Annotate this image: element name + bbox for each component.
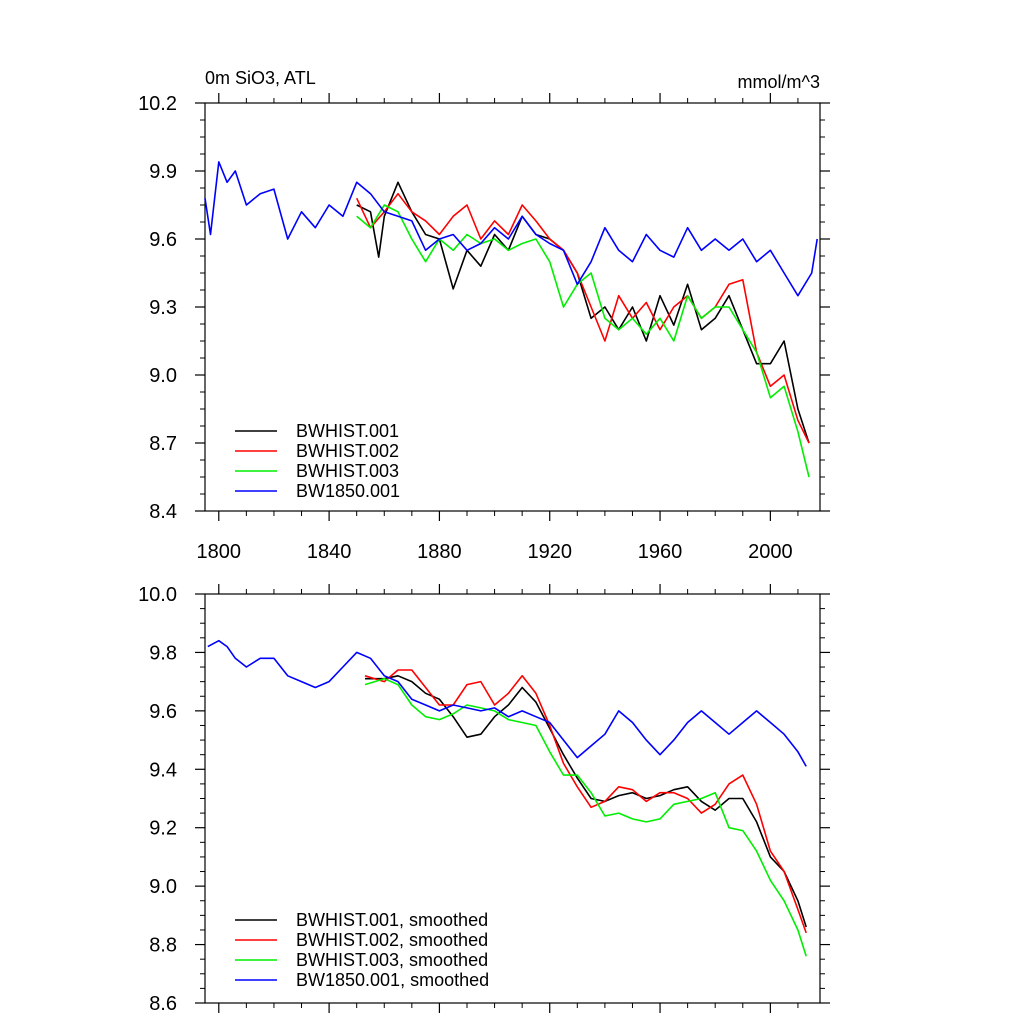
- y-tick-label: 10.0: [138, 584, 177, 606]
- x-tick-label: 2000: [748, 541, 793, 563]
- y-tick-label: 8.7: [149, 433, 177, 455]
- legend-label: BWHIST.001, smoothed: [296, 910, 488, 930]
- y-tick-label: 10.2: [138, 93, 177, 115]
- chart-panel-1: 0m SiO3, ATL mmol/m^3 8.4 8.7 9.0 9.3 9.6 9.9 10…: [138, 68, 830, 563]
- y-tick-label: 9.9: [149, 161, 177, 183]
- x-tick-label: 1880: [417, 541, 462, 563]
- legend-label: BWHIST.003: [296, 461, 399, 481]
- y-tick-label: 9.8: [149, 642, 177, 664]
- y-tick-label: 9.0: [149, 876, 177, 898]
- legend-label: BWHIST.001: [296, 421, 399, 441]
- chart-title: 0m SiO3, ATL: [205, 68, 316, 88]
- x-tick-label: 1840: [307, 541, 352, 563]
- y-tick-label: 9.4: [149, 759, 177, 781]
- series-line-3: [364, 677, 807, 957]
- legend-label: BW1850.001, smoothed: [296, 970, 489, 990]
- y-tick-label: 8.8: [149, 935, 177, 957]
- legend-label: BWHIST.002: [296, 441, 399, 461]
- y-tick-label: 8.6: [149, 993, 177, 1015]
- legend-label: BW1850.001: [296, 481, 400, 501]
- y-tick-label: 9.0: [149, 365, 177, 387]
- series-line-2: [355, 192, 810, 444]
- legend-label: BWHIST.002, smoothed: [296, 930, 488, 950]
- series-line-1: [356, 181, 810, 444]
- chart-units: mmol/m^3: [738, 72, 820, 92]
- series-line-3: [356, 204, 810, 478]
- y-tick-label: 9.6: [149, 229, 177, 251]
- y-tick-label: 8.4: [149, 501, 177, 523]
- y-tick-label: 9.2: [149, 818, 177, 840]
- series-line-4: [204, 161, 818, 297]
- series-line-1: [365, 674, 807, 928]
- y-tick-label: 9.6: [149, 701, 177, 723]
- legend-label: BWHIST.003, smoothed: [296, 950, 488, 970]
- y-tick-label: 9.3: [149, 297, 177, 319]
- chart-panel-2: 8.6 8.8 9.0 9.2 9.4 9.6 9.8 10.0 BWHIST.001, smo…: [138, 584, 830, 1015]
- x-tick-label: 1920: [527, 541, 572, 563]
- series-line-2: [364, 669, 807, 934]
- series-line-4: [207, 639, 807, 767]
- x-tick-label: 1800: [197, 541, 242, 563]
- x-tick-label: 1960: [638, 541, 683, 563]
